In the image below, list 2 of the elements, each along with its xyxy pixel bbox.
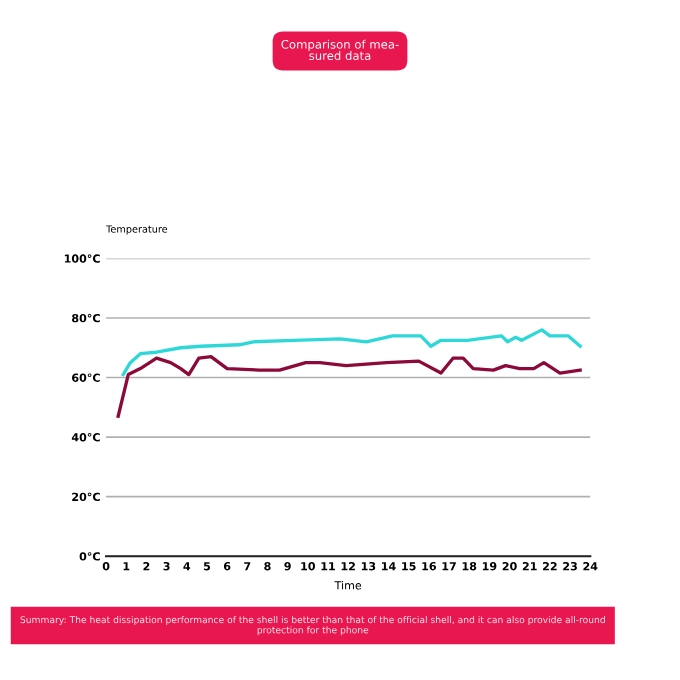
line-series: [121, 328, 582, 377]
line-series: [116, 355, 582, 418]
